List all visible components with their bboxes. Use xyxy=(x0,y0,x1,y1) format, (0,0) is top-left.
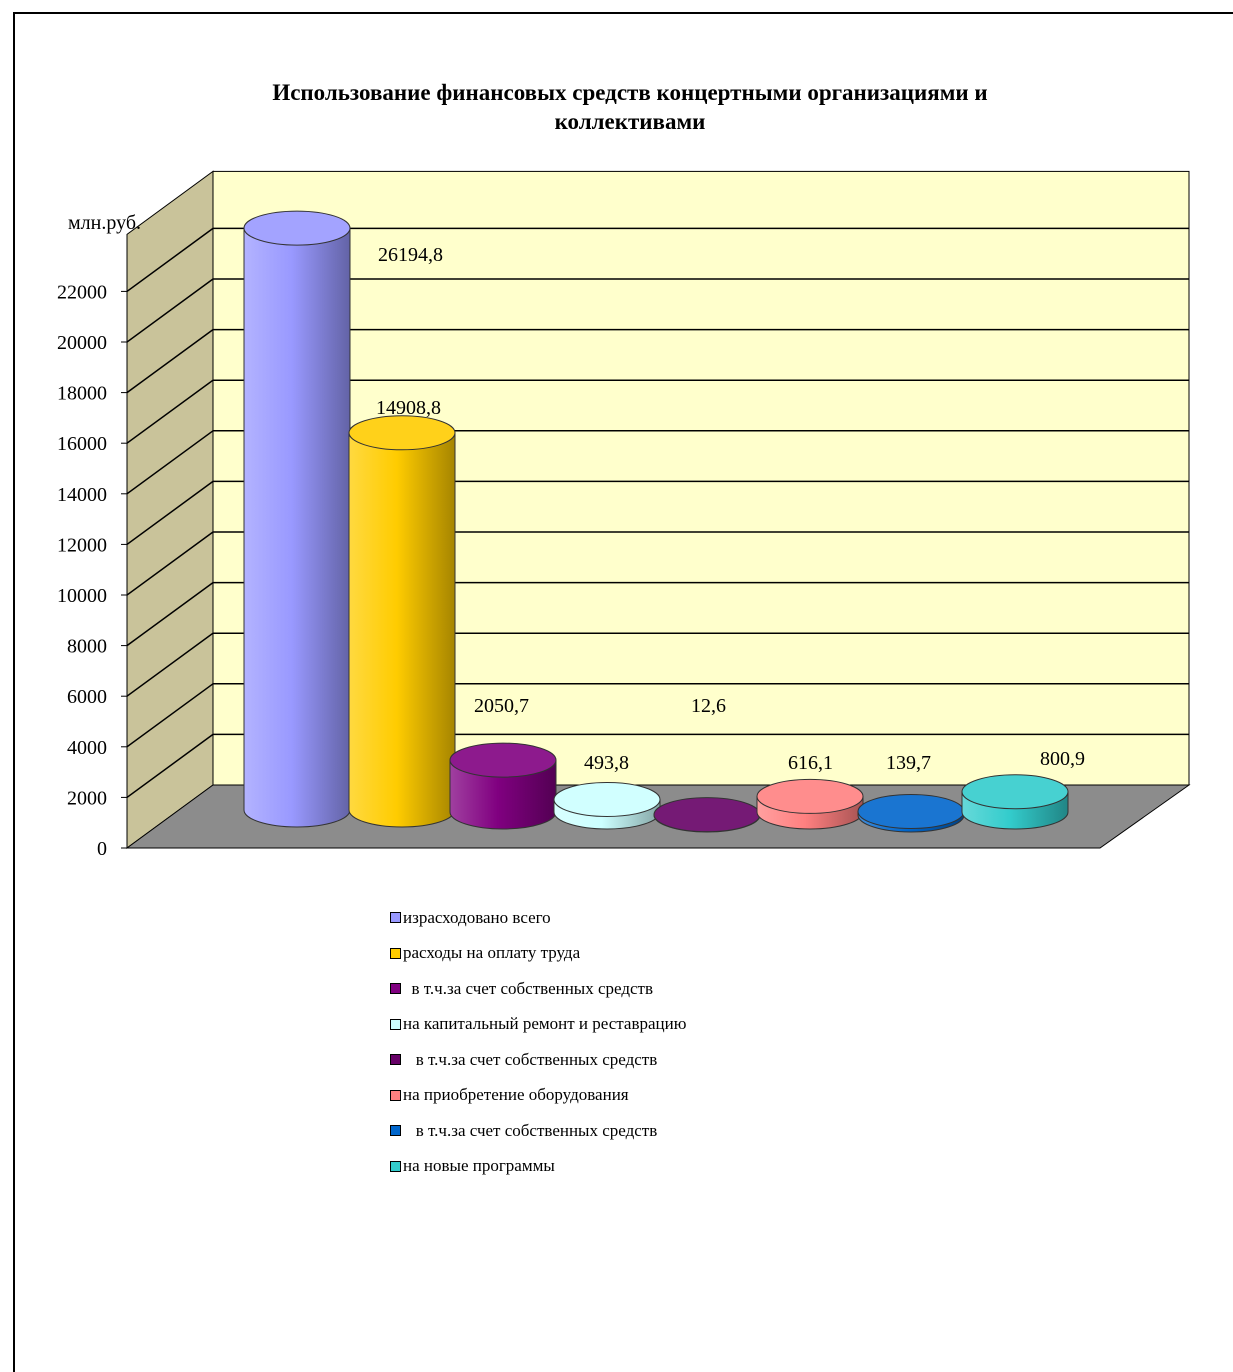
bar-top xyxy=(243,210,351,246)
bar-top xyxy=(553,782,661,818)
legend-swatch xyxy=(390,1054,401,1066)
bar-5 xyxy=(756,778,864,830)
chart-title: Использование финансовых средств концерт… xyxy=(272,80,987,134)
gridline-side xyxy=(126,328,214,394)
y-tick-label: 6000 xyxy=(67,686,107,708)
legend-swatch xyxy=(390,1160,401,1172)
bar-top xyxy=(653,797,761,833)
legend-label: в т.ч.за счет собственных средств xyxy=(403,978,654,998)
gridline-side xyxy=(126,430,214,495)
bar-4 xyxy=(653,797,761,833)
bar-top xyxy=(348,415,456,451)
data-label: 14908,8 xyxy=(376,397,441,419)
gridline-side xyxy=(126,379,214,444)
bar-body xyxy=(449,759,557,830)
data-label: 139,7 xyxy=(886,752,931,774)
legend-label: на новые программы xyxy=(403,1156,555,1176)
data-label: 493,8 xyxy=(584,752,629,774)
bar-1 xyxy=(348,415,456,828)
legend-label: израсходовано всего xyxy=(403,907,551,927)
legend-label: в т.ч.за счет собственных средств xyxy=(403,1049,658,1069)
legend-item: на приобретение оборудования xyxy=(390,1078,686,1114)
bar-top xyxy=(756,778,864,814)
gridline-side xyxy=(126,632,214,697)
legend-label: на приобретение оборудования xyxy=(403,1085,629,1105)
y-tick-label: 8000 xyxy=(67,636,107,658)
y-tick-label: 22000 xyxy=(57,281,107,303)
bar-6 xyxy=(857,793,965,833)
legend-swatch xyxy=(390,1089,401,1101)
data-label: 800,9 xyxy=(1040,748,1085,770)
bar-7 xyxy=(961,774,1069,830)
data-label: 12,6 xyxy=(691,695,726,717)
gridline-side xyxy=(126,227,214,293)
bar-top xyxy=(857,793,965,829)
chart-frame xyxy=(13,12,1233,1372)
legend-swatch xyxy=(390,1018,401,1030)
gridline-side xyxy=(126,733,214,799)
y-tick-label: 14000 xyxy=(57,484,107,506)
bar-3 xyxy=(553,782,661,830)
bar-2 xyxy=(449,742,557,830)
legend-item: на капитальный ремонт и реставрацию xyxy=(390,1007,686,1043)
legend-label: в т.ч.за счет собственных средств xyxy=(403,1120,658,1140)
bar-body xyxy=(243,227,351,828)
legend-item: израсходовано всего xyxy=(390,900,686,936)
legend-item: в т.ч.за счет собственных средств xyxy=(390,1042,686,1078)
legend-item: в т.ч.за счет собственных средств xyxy=(390,971,686,1007)
bar-top xyxy=(961,774,1069,810)
bar-0 xyxy=(243,210,351,828)
legend-label: расходы на оплату труда xyxy=(403,943,581,963)
y-tick-label: 4000 xyxy=(67,737,107,759)
gridline-side xyxy=(126,278,214,343)
y-tick-label: 2000 xyxy=(67,787,107,809)
data-label: 2050,7 xyxy=(474,695,529,717)
y-tick-label: 18000 xyxy=(57,383,107,405)
y-tick-label: 0 xyxy=(97,838,107,860)
legend-item: расходы на оплату труда xyxy=(390,936,686,972)
bar-top xyxy=(449,742,557,778)
gridline-side xyxy=(126,531,214,596)
y-tick-label: 10000 xyxy=(57,585,107,607)
data-label: 26194,8 xyxy=(378,244,443,266)
y-axis-unit-label: млн.руб. xyxy=(68,212,141,234)
side-wall xyxy=(126,170,214,849)
chart-legend: израсходовано всего расходы на оплату тру… xyxy=(390,900,686,1184)
legend-swatch xyxy=(390,912,401,924)
gridline-side xyxy=(126,581,214,647)
y-tick-label: 16000 xyxy=(57,433,107,455)
gridline-side xyxy=(126,480,214,546)
y-tick-label: 12000 xyxy=(57,534,107,556)
legend-item: в т.ч.за счет собственных средств xyxy=(390,1113,686,1149)
legend-swatch xyxy=(390,983,401,995)
gridline-side xyxy=(126,683,214,748)
data-label: 616,1 xyxy=(788,752,833,774)
legend-label: на капитальный ремонт и реставрацию xyxy=(403,1014,687,1034)
legend-swatch xyxy=(390,1125,401,1137)
legend-swatch xyxy=(390,947,401,959)
y-tick-label: 20000 xyxy=(57,332,107,354)
bar-body xyxy=(348,432,456,828)
legend-item: на новые программы xyxy=(390,1149,686,1185)
